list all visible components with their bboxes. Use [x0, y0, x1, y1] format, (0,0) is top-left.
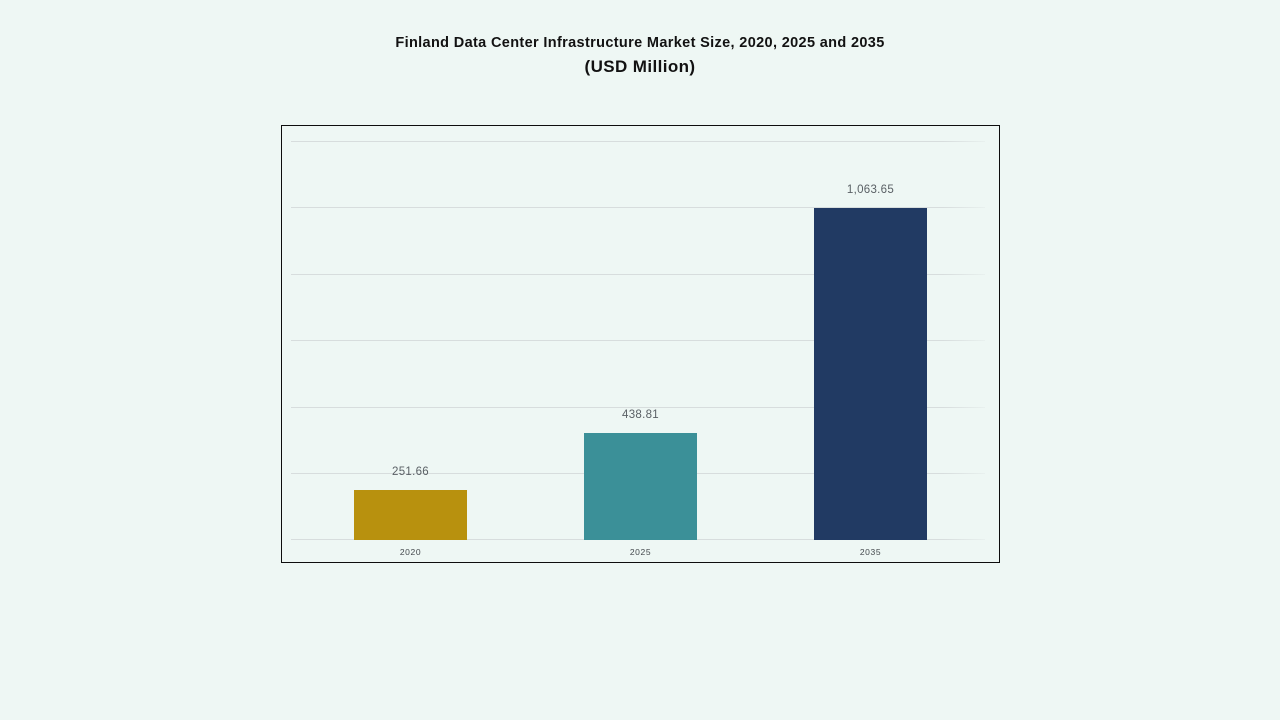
gridline [291, 406, 985, 408]
bar-2035 [814, 208, 927, 540]
bar-2020 [354, 490, 467, 540]
chart-subtitle: (USD Million) [584, 57, 696, 76]
gridline [291, 340, 985, 342]
x-axis-label: 2025 [629, 547, 652, 557]
x-axis-label: 2020 [399, 547, 422, 557]
bar-value-label: 251.66 [392, 466, 429, 478]
gridline [291, 539, 985, 541]
bar-value-label: 438.81 [622, 409, 659, 421]
bar-value-label: 1,063.65 [846, 184, 895, 196]
x-axis-label: 2035 [859, 547, 882, 557]
chart-frame: 251.66 2020 438.81 2025 1,063.65 2035 [281, 125, 1000, 563]
plot-area: 251.66 2020 438.81 2025 1,063.65 2035 [282, 126, 999, 562]
bar-2025 [584, 433, 697, 540]
chart-title: Finland Data Center Infrastructure Marke… [395, 35, 885, 51]
gridline [291, 273, 985, 275]
gridline [291, 207, 985, 209]
gridline [291, 141, 985, 142]
chart-header: Finland Data Center Infrastructure Marke… [0, 34, 1280, 77]
